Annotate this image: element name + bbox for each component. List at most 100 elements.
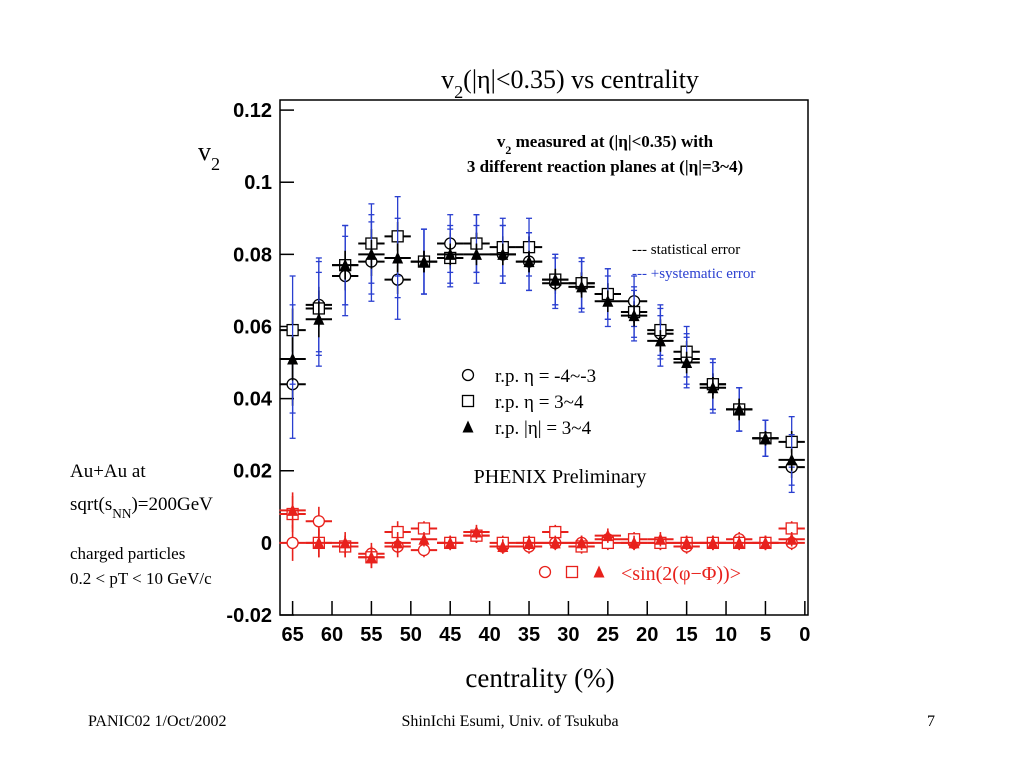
data-point xyxy=(418,255,430,268)
y-tick-label: 0.06 xyxy=(233,316,272,338)
text-part: 2 xyxy=(211,154,220,174)
y-axis-label: v2 xyxy=(198,137,220,174)
label-marker xyxy=(538,565,552,579)
legend-label: r.p. η = 3~4 xyxy=(495,392,584,413)
data-point xyxy=(418,532,430,545)
annotation: PHENIX Preliminary xyxy=(474,466,647,488)
side-note: charged particles xyxy=(70,544,185,563)
legend-marker xyxy=(461,368,475,382)
x-tick-label: 50 xyxy=(400,624,422,646)
legend-label: r.p. |η| = 3~4 xyxy=(495,418,592,439)
data-point xyxy=(392,251,404,264)
data-point xyxy=(786,453,798,466)
data-point xyxy=(444,247,456,260)
data-point xyxy=(287,503,299,516)
text-part: 2 xyxy=(454,82,463,102)
text-part: (|η|<0.35) vs centrality xyxy=(463,65,699,94)
x-tick-label: 60 xyxy=(321,624,343,646)
x-tick-label: 20 xyxy=(636,624,658,646)
x-tick-label: 55 xyxy=(360,624,382,646)
data-point xyxy=(523,255,535,268)
label-marker xyxy=(565,565,579,579)
error-legend-label: --- +systematic error xyxy=(632,266,755,282)
data-point xyxy=(681,536,693,549)
plot-frame xyxy=(279,99,809,616)
data-point xyxy=(470,247,482,260)
x-tick-label: 30 xyxy=(557,624,579,646)
x-tick-label: 45 xyxy=(439,624,461,646)
data-point xyxy=(365,247,377,260)
x-tick-label: 0 xyxy=(799,624,810,646)
data-point xyxy=(759,536,771,549)
y-tick-label: 0 xyxy=(261,533,272,555)
data-point xyxy=(707,536,719,549)
text-part: 3 different reaction planes at (|η|=3~4) xyxy=(467,157,743,176)
y-tick-label: 0.08 xyxy=(233,244,272,266)
data-point xyxy=(628,309,640,322)
data-point xyxy=(628,536,640,549)
y-tick-label: 0.04 xyxy=(233,389,273,411)
text-part: v xyxy=(198,137,211,166)
legend-label: r.p. η = -4~-3 xyxy=(495,366,596,387)
data-point xyxy=(470,525,482,538)
note-line: v2 measured at (|η|<0.35) with xyxy=(497,132,714,157)
data-point xyxy=(339,258,351,271)
x-tick-label: 5 xyxy=(760,624,771,646)
data-point xyxy=(287,352,299,365)
x-tick-label: 10 xyxy=(715,624,737,646)
label-marker xyxy=(593,565,605,578)
x-tick-label: 25 xyxy=(597,624,619,646)
page-number: 7 xyxy=(927,713,935,730)
text-part: v xyxy=(441,65,454,94)
legend-marker xyxy=(461,394,475,408)
y-tick-label: 0.1 xyxy=(244,172,272,194)
data-point xyxy=(444,536,456,549)
side-note: Au+Au at xyxy=(70,461,146,482)
y-tick-label: 0.12 xyxy=(233,100,272,122)
data-point xyxy=(392,536,404,549)
y-tick-label: -0.02 xyxy=(226,605,272,627)
data-point xyxy=(523,536,535,549)
x-axis-label: centrality (%) xyxy=(465,663,614,693)
sin-label: <sin(2(φ−Φ))> xyxy=(621,563,741,585)
data-point xyxy=(786,532,798,545)
error-legend-label: --- statistical error xyxy=(632,242,740,258)
data-point xyxy=(602,294,614,307)
x-tick-label: 15 xyxy=(676,624,698,646)
data-point xyxy=(497,247,509,260)
data-point xyxy=(707,381,719,394)
text-part: NN xyxy=(112,506,132,521)
data-point xyxy=(365,550,377,563)
data-point xyxy=(654,532,666,545)
x-tick-label: 65 xyxy=(281,624,303,646)
data-point xyxy=(313,312,325,325)
data-point xyxy=(549,536,561,549)
legend-marker xyxy=(462,420,474,433)
text-part: v xyxy=(497,132,506,151)
text-part: 2 xyxy=(505,143,511,157)
data-point xyxy=(733,536,745,549)
footer-center: ShinIchi Esumi, Univ. of Tsukuba xyxy=(401,713,618,730)
data-point xyxy=(759,431,771,444)
x-tick-label: 35 xyxy=(518,624,540,646)
data-point xyxy=(313,536,325,549)
note-line: 3 different reaction planes at (|η|=3~4) xyxy=(467,157,743,176)
side-note: sqrt(sNN)=200GeV xyxy=(70,494,213,521)
data-point xyxy=(576,536,588,549)
x-tick-label: 40 xyxy=(478,624,500,646)
data-point xyxy=(576,280,588,293)
data-point xyxy=(681,356,693,369)
data-point xyxy=(602,529,614,542)
data-point xyxy=(286,536,299,550)
text-part: sqrt(s xyxy=(70,494,112,515)
text-part: )=200GeV xyxy=(131,494,213,515)
data-point xyxy=(549,273,561,286)
data-point xyxy=(339,536,351,549)
data-point xyxy=(312,515,326,528)
data-point xyxy=(733,402,745,415)
footer-left: PANIC02 1/Oct/2002 xyxy=(88,713,227,730)
text-part: measured at (|η|<0.35) with xyxy=(511,132,713,151)
side-note: 0.2 < pT < 10 GeV/c xyxy=(70,569,212,588)
